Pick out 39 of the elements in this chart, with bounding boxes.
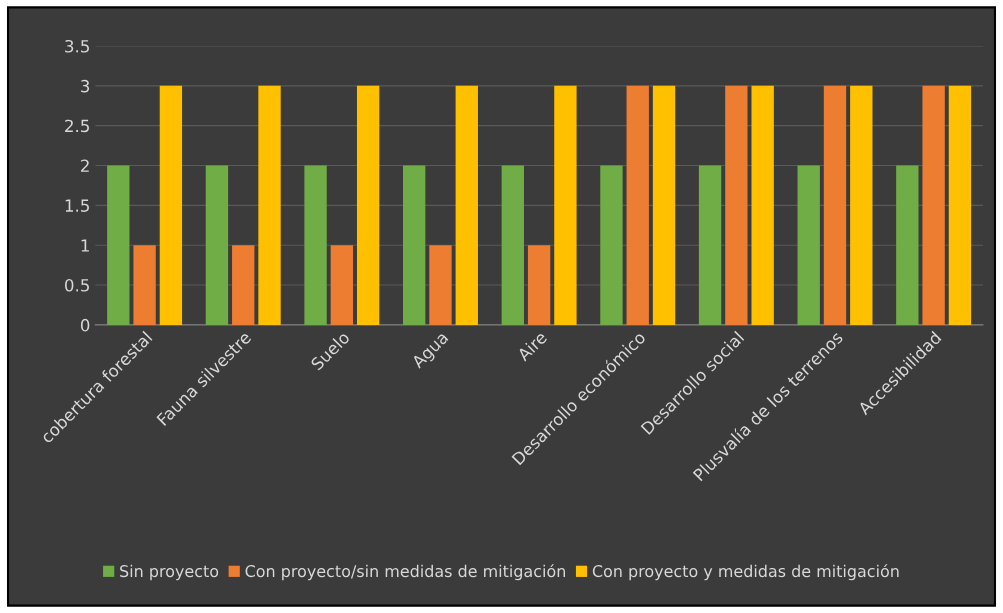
bar: [429, 245, 452, 325]
y-tick-label: 3: [81, 79, 90, 93]
bar: [823, 85, 847, 325]
bar: [205, 165, 229, 325]
y-tick-label: 3.5: [65, 39, 89, 53]
bar: [356, 85, 380, 325]
bar: [330, 245, 354, 325]
bar: [527, 245, 551, 325]
bar: [107, 165, 130, 325]
bar: [403, 165, 426, 325]
y-tick-label: 1: [81, 239, 89, 252]
bar: [626, 85, 649, 325]
legend-label: Con proyecto/sin medidas de mitigación: [245, 564, 565, 581]
y-tick-label: 0: [80, 318, 90, 332]
bar: [554, 85, 577, 325]
y-tick-label: 2.5: [65, 119, 89, 133]
bar: [600, 165, 623, 325]
bar: [922, 85, 945, 325]
bar: [258, 85, 281, 325]
x-tick-label: Aire: [516, 330, 548, 362]
bar: [797, 165, 820, 325]
y-tick-label: 2: [81, 159, 89, 172]
bar: [896, 165, 919, 325]
y-tick-label: 1.5: [65, 199, 89, 212]
bar: [159, 85, 183, 325]
bar: [232, 245, 255, 325]
bar: [751, 85, 774, 325]
bar: [652, 85, 676, 325]
bar: [455, 85, 478, 325]
bar: [850, 85, 873, 325]
y-tick-label: 0.5: [65, 279, 89, 292]
legend-label: Sin proyecto: [120, 564, 219, 581]
legend-label: Con proyecto y medidas de mitigación: [592, 564, 899, 581]
bar: [698, 165, 722, 325]
bar: [948, 85, 972, 325]
bar: [725, 85, 748, 325]
bar: [501, 165, 524, 325]
bar: [133, 245, 156, 325]
bar: [304, 165, 327, 325]
